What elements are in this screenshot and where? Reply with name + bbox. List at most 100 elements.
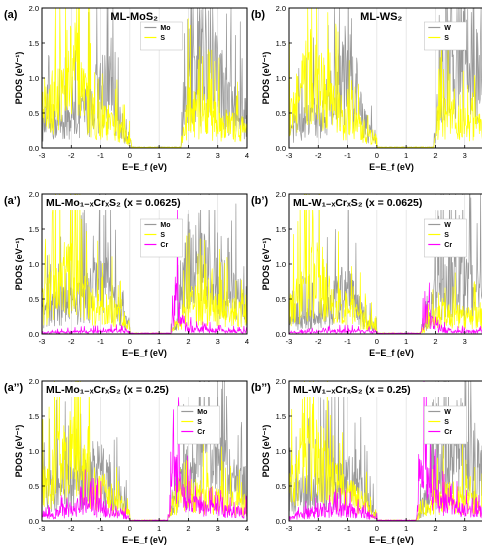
y-tick-label: 2.0 — [29, 190, 39, 199]
x-axis-label: E−E_f (eV) — [122, 535, 167, 545]
y-tick-label: 0.5 — [29, 295, 39, 304]
x-tick-label: -3 — [39, 524, 46, 533]
legend-label: Mo — [160, 25, 170, 32]
title-background — [43, 195, 218, 210]
y-axis-label: PDOS (eV⁻¹) — [261, 52, 271, 105]
y-tick-label: 1.5 — [29, 412, 39, 421]
x-axis-label: E−E_f (eV) — [369, 162, 414, 172]
panel-5: 0.0 0.5 1.0 1.5 2.0 -3 -2 -1 0 1 2 3 4 E−E_f (eV) PDOS… — [4, 377, 249, 545]
legend-box — [424, 218, 467, 258]
y-tick-label: 1.0 — [276, 260, 286, 269]
x-axis-label: E−E_f (eV) — [122, 162, 167, 172]
y-tick-label: 1.0 — [29, 447, 39, 456]
x-axis-label: E−E_f (eV) — [369, 348, 414, 358]
y-tick-label: 1.5 — [29, 225, 39, 234]
x-tick-label: 4 — [245, 524, 249, 533]
y-axis-label: PDOS (eV⁻¹) — [14, 425, 24, 478]
y-tick-label: 0.5 — [276, 295, 286, 304]
y-tick-label: 0.0 — [276, 517, 286, 526]
x-tick-label: 0 — [375, 524, 379, 533]
panel-title: ML-W₁₋ₓCrₓS₂ (x = 0.25) — [293, 384, 411, 396]
x-tick-label: 3 — [216, 337, 220, 346]
x-tick-label: 0 — [128, 524, 132, 533]
series-line-cr — [288, 380, 482, 521]
x-tick-label: 4 — [245, 151, 249, 160]
y-tick-label: 0.5 — [29, 482, 39, 491]
legend-box — [140, 218, 183, 258]
y-tick-label: 1.0 — [29, 260, 39, 269]
x-tick-label: -1 — [344, 151, 351, 160]
x-tick-label: -3 — [286, 337, 293, 346]
y-tick-label: 2.0 — [29, 377, 39, 386]
y-tick-label: 1.0 — [276, 447, 286, 456]
y-tick-label: 1.5 — [29, 39, 39, 48]
y-tick-label: 0.0 — [29, 144, 39, 153]
legend-label: S — [160, 232, 165, 239]
y-tick-label: 1.5 — [276, 39, 286, 48]
y-tick-label: 1.5 — [276, 225, 286, 234]
series-line-cr — [41, 397, 248, 521]
legend-label: Cr — [197, 429, 205, 436]
panel-title: ML-Mo₁₋ₓCrₓS₂ (x = 0.25) — [46, 384, 169, 396]
x-tick-label: -2 — [68, 337, 75, 346]
series-line-s — [288, 193, 482, 334]
title-background — [290, 195, 465, 210]
x-tick-label: 2 — [433, 524, 437, 533]
legend-box — [140, 21, 183, 51]
title-background — [43, 382, 218, 397]
y-tick-label: 1.5 — [276, 412, 286, 421]
panel-label: (b’) — [251, 195, 268, 207]
x-tick-label: 0 — [375, 337, 379, 346]
legend-label: S — [197, 419, 202, 426]
y-tick-label: 0.5 — [276, 109, 286, 118]
y-axis-label: PDOS (eV⁻¹) — [261, 425, 271, 478]
x-tick-label: 1 — [404, 151, 408, 160]
x-tick-label: 2 — [186, 337, 190, 346]
x-tick-label: 1 — [157, 337, 161, 346]
x-tick-label: -3 — [286, 524, 293, 533]
panel-title: ML-WS₂ — [360, 11, 402, 23]
legend-label: W — [444, 222, 451, 229]
x-tick-label: 1 — [157, 151, 161, 160]
y-tick-label: 0.0 — [276, 144, 286, 153]
legend-label: Cr — [444, 242, 452, 249]
x-tick-label: -3 — [286, 151, 293, 160]
x-tick-label: -2 — [315, 151, 322, 160]
legend-label: S — [444, 419, 449, 426]
legend-label: W — [444, 25, 451, 32]
legend-box — [177, 405, 220, 445]
panel-label: (a’) — [4, 195, 21, 207]
x-tick-label: -3 — [39, 151, 46, 160]
legend-label: Mo — [197, 409, 207, 416]
x-tick-label: -1 — [344, 524, 351, 533]
x-tick-label: 2 — [186, 524, 190, 533]
series-line-cr — [41, 208, 248, 334]
x-tick-label: -2 — [315, 337, 322, 346]
legend-label: Cr — [160, 242, 168, 249]
series-line-s — [41, 193, 248, 334]
x-tick-label: 1 — [404, 524, 408, 533]
panel-3: 0.0 0.5 1.0 1.5 2.0 -3 -2 -1 0 1 2 3 4 E−E_f (eV) PDOS… — [4, 190, 249, 358]
y-tick-label: 1.0 — [276, 74, 286, 83]
panel-title: ML-W₁₋ₓCrₓS₂ (x = 0.0625) — [293, 197, 422, 209]
y-tick-label: 2.0 — [276, 377, 286, 386]
legend-box — [424, 405, 467, 445]
panel-label: (b’’) — [251, 382, 271, 394]
x-tick-label: 0 — [128, 151, 132, 160]
y-tick-label: 2.0 — [276, 190, 286, 199]
x-tick-label: 3 — [216, 151, 220, 160]
y-tick-label: 0.0 — [276, 330, 286, 339]
y-axis-label: PDOS (eV⁻¹) — [14, 52, 24, 105]
y-tick-label: 0.5 — [276, 482, 286, 491]
x-tick-label: -2 — [315, 524, 322, 533]
x-axis-label: E−E_f (eV) — [369, 535, 414, 545]
y-axis-label: PDOS (eV⁻¹) — [14, 238, 24, 291]
y-tick-label: 0.0 — [29, 330, 39, 339]
x-tick-label: 2 — [433, 337, 437, 346]
panel-1: 0.0 0.5 1.0 1.5 2.0 -3 -2 -1 0 1 2 3 4 E−E_f (eV) PDOS… — [4, 4, 249, 172]
x-tick-label: 3 — [216, 524, 220, 533]
